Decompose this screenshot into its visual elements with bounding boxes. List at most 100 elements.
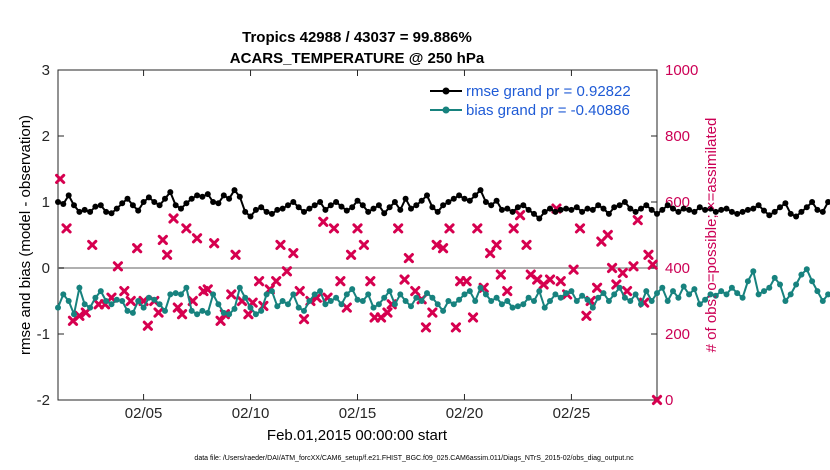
rmse-point — [440, 202, 447, 209]
bias-point — [301, 307, 307, 314]
rmse-point — [92, 203, 99, 210]
bias-point — [450, 301, 457, 308]
rmse-point — [600, 205, 607, 212]
rmse-point — [445, 199, 452, 205]
obs-assimilated-point — [61, 223, 72, 234]
obs-assimilated-point — [602, 229, 613, 241]
rmse-point — [782, 200, 789, 207]
rmse-point — [370, 205, 377, 212]
obs-assimilated-marker — [352, 223, 363, 234]
obs-assimilated-point — [288, 248, 299, 259]
obs-assimilated-marker — [592, 282, 603, 293]
bias-point — [750, 268, 757, 275]
rmse-point — [643, 202, 650, 209]
obs-assimilated-marker — [403, 253, 414, 264]
rmse-point — [124, 195, 131, 202]
bias-point — [215, 301, 222, 308]
rmse-point — [285, 202, 291, 209]
rmse-point — [691, 208, 698, 215]
legend-box — [422, 76, 654, 120]
bias-point — [408, 303, 414, 310]
rmse-point — [787, 210, 794, 217]
rmse-point — [520, 202, 527, 209]
series-layer — [55, 173, 830, 406]
bias-point — [76, 284, 83, 291]
obs-assimilated-marker — [365, 276, 376, 287]
obs-assimilated-point — [410, 286, 421, 297]
obs-assimilated-marker — [226, 289, 237, 300]
obs-assimilated-point — [574, 223, 586, 234]
rmse-point — [140, 199, 147, 205]
rmse-point — [103, 208, 110, 215]
bias-point — [434, 301, 441, 308]
rmse-point — [97, 202, 104, 209]
rmse-point — [333, 199, 340, 205]
obs-assimilated-point — [202, 284, 213, 295]
bias-point — [327, 298, 334, 304]
obs-assimilated-marker — [444, 223, 455, 234]
obs-assimilated-marker — [420, 322, 432, 333]
left-y-tick-label: 0 — [42, 260, 50, 277]
bias-point — [584, 296, 591, 303]
obs-assimilated-point — [399, 274, 410, 285]
obs-assimilated-marker — [485, 248, 496, 259]
right-y-tick-label: 800 — [665, 128, 690, 145]
rmse-point — [557, 206, 564, 213]
rmse-point — [311, 202, 318, 209]
obs-assimilated-point — [521, 239, 532, 250]
bias-point — [819, 298, 826, 304]
bias-point — [210, 291, 217, 298]
obs-assimilated-point — [80, 307, 91, 318]
obs-assimilated-marker — [491, 239, 502, 250]
obs-assimilated-marker — [437, 243, 449, 254]
rmse-point — [536, 215, 543, 222]
rmse-point — [210, 199, 217, 205]
rmse-point — [654, 210, 660, 217]
x-tick-label: 02/15 — [339, 405, 377, 422]
bias-point — [648, 298, 655, 304]
obs-assimilated-marker — [427, 307, 438, 318]
bias-point — [333, 294, 340, 301]
right-y-tick-label: 200 — [665, 326, 690, 343]
obs-possible-point — [651, 394, 663, 406]
rmse-point — [793, 213, 800, 220]
bias-point — [509, 304, 516, 311]
bias-point — [680, 283, 687, 290]
bias-point — [204, 309, 211, 316]
rmse-point — [397, 206, 404, 213]
bias-point — [686, 291, 693, 298]
bias-point — [670, 288, 676, 295]
obs-assimilated-point — [181, 223, 192, 234]
obs-assimilated-point — [55, 173, 66, 184]
obs-assimilated-point — [643, 249, 654, 260]
rmse-point — [482, 199, 489, 205]
rmse-point — [290, 199, 297, 205]
bias-point — [60, 291, 67, 298]
bias-point — [81, 301, 88, 308]
bias-point — [787, 291, 794, 298]
obs-assimilated-marker — [628, 261, 639, 272]
obs-assimilated-marker — [431, 239, 442, 250]
rmse-point — [584, 205, 591, 212]
bias-point — [162, 307, 168, 314]
rmse-point — [563, 205, 570, 212]
bias-point — [621, 294, 628, 301]
bias-point — [573, 298, 580, 304]
rmse-point — [541, 208, 548, 215]
rmse-point — [71, 202, 77, 209]
rmse-point — [712, 208, 719, 215]
obs-assimilated-point — [628, 261, 639, 272]
legend-rmse-label: rmse grand pr = 0.92822 — [466, 83, 631, 100]
bias-point — [520, 301, 527, 308]
bias-point — [552, 291, 559, 298]
bias-point — [402, 298, 409, 304]
right-y-axis-label: # of obs: o=possible; ×=assimilated — [703, 118, 720, 353]
rmse-point — [675, 208, 682, 215]
rmse-point — [744, 206, 751, 213]
rmse-point — [391, 199, 398, 205]
obs-assimilated-point — [215, 315, 226, 326]
obs-assimilated-point — [318, 216, 329, 227]
obs-assimilated-marker — [358, 239, 370, 250]
obs-assimilated-marker — [617, 267, 628, 279]
